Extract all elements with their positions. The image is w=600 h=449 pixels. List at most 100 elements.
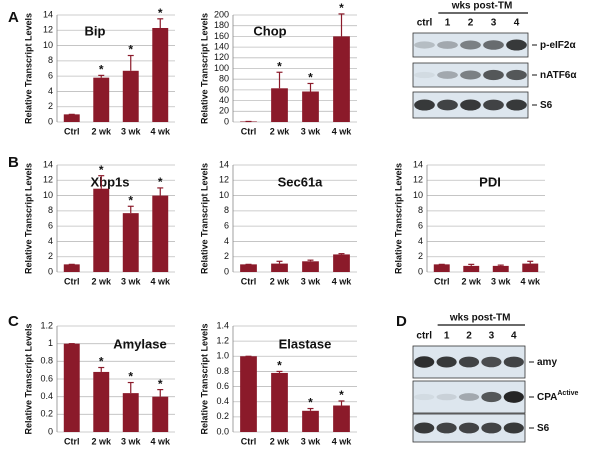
error-bar bbox=[127, 381, 134, 394]
chart-title: Elastase bbox=[279, 336, 332, 351]
bar bbox=[63, 114, 80, 122]
bar bbox=[492, 265, 509, 272]
blot-band bbox=[458, 356, 480, 368]
blot-band bbox=[414, 41, 435, 49]
bar bbox=[152, 27, 169, 122]
x-tick-label: 3 wk bbox=[491, 276, 512, 286]
y-tick-label: 4 bbox=[48, 236, 53, 246]
label-text: amy bbox=[537, 357, 557, 368]
lane-label: 3 bbox=[489, 331, 495, 342]
bar bbox=[122, 393, 139, 432]
y-tick-label: 80 bbox=[219, 74, 229, 84]
label-text: CPA bbox=[537, 392, 557, 403]
blot-band bbox=[481, 422, 502, 434]
y-tick-label: 1.2 bbox=[216, 336, 229, 346]
blot-row-label: p-eIF2α bbox=[540, 40, 576, 51]
blot-band bbox=[437, 99, 458, 111]
y-tick-label: 40 bbox=[219, 95, 229, 105]
y-tick-label: 100 bbox=[214, 63, 229, 73]
x-tick-label: 4 wk bbox=[332, 436, 353, 446]
blot-band bbox=[414, 356, 435, 368]
error-bar bbox=[497, 264, 504, 266]
error-bar bbox=[468, 263, 475, 266]
significance-star: * bbox=[158, 6, 163, 20]
y-tick-label: 0 bbox=[48, 426, 53, 436]
error-bar bbox=[157, 187, 164, 196]
y-tick-label: 180 bbox=[214, 20, 229, 30]
x-tick-label: 3 wk bbox=[301, 276, 322, 286]
y-axis-title: Relative Transcript Levels bbox=[199, 323, 209, 434]
x-tick-label: 3 wk bbox=[301, 126, 322, 136]
blot-band bbox=[414, 99, 435, 111]
y-tick-label: 0 bbox=[418, 266, 423, 276]
significance-star: * bbox=[308, 396, 313, 410]
error-bar bbox=[127, 54, 134, 71]
x-tick-label: Ctrl bbox=[64, 276, 80, 286]
lane-label: ctrl bbox=[417, 18, 433, 29]
blot-band bbox=[460, 70, 481, 80]
x-tick-label: 3 wk bbox=[121, 436, 142, 446]
error-bar bbox=[127, 205, 134, 214]
x-tick-label: Ctrl bbox=[434, 276, 450, 286]
x-tick-label: 2 wk bbox=[91, 276, 112, 286]
y-tick-label: 4 bbox=[48, 86, 53, 96]
bar bbox=[240, 356, 257, 432]
y-axis-title: Relative Transcript Levels bbox=[393, 163, 403, 274]
label-text: nATF6α bbox=[540, 70, 577, 81]
y-tick-label: 0 bbox=[224, 116, 229, 126]
blot-band bbox=[458, 422, 480, 434]
y-tick-label: 160 bbox=[214, 31, 229, 41]
error-bar bbox=[157, 389, 164, 397]
bar bbox=[122, 70, 139, 122]
error-bar bbox=[157, 18, 164, 28]
blot-band bbox=[503, 356, 524, 368]
bar bbox=[433, 264, 450, 272]
y-tick-label: 6 bbox=[48, 71, 53, 81]
y-tick-label: 6 bbox=[418, 221, 423, 231]
y-tick-label: 10 bbox=[219, 190, 229, 200]
significance-star: * bbox=[277, 59, 282, 73]
y-tick-label: 0 bbox=[48, 116, 53, 126]
x-tick-label: 4 wk bbox=[332, 126, 353, 136]
blot-band bbox=[437, 41, 458, 49]
label-text: p-eIF2α bbox=[540, 40, 576, 51]
y-tick-label: 12 bbox=[219, 175, 229, 185]
label-text: S6 bbox=[540, 100, 553, 111]
y-tick-label: 0 bbox=[224, 266, 229, 276]
label-superscript: Active bbox=[557, 390, 578, 397]
blot-band bbox=[460, 99, 481, 111]
blot-header: wks post-TM bbox=[449, 313, 511, 324]
y-tick-label: 6 bbox=[224, 221, 229, 231]
y-tick-label: 1.4 bbox=[216, 320, 229, 330]
significance-star: * bbox=[277, 359, 282, 373]
x-tick-label: 4 wk bbox=[520, 276, 541, 286]
significance-star: * bbox=[99, 63, 104, 77]
y-tick-label: 8 bbox=[48, 205, 53, 215]
error-bar bbox=[276, 71, 283, 89]
blot-row-label: S6 bbox=[537, 423, 550, 434]
bar bbox=[333, 405, 350, 432]
blot-band bbox=[436, 393, 457, 401]
blot-band bbox=[481, 356, 502, 368]
lane-label: 1 bbox=[445, 18, 451, 29]
y-tick-label: 12 bbox=[43, 175, 53, 185]
y-tick-label: 140 bbox=[214, 41, 229, 51]
x-tick-label: Ctrl bbox=[241, 126, 257, 136]
lane-label: 2 bbox=[468, 18, 474, 29]
chart-title: Amylase bbox=[113, 336, 166, 351]
blot-row-label: CPAActive bbox=[537, 390, 578, 403]
label-text: S6 bbox=[537, 423, 550, 434]
error-bar bbox=[276, 260, 283, 264]
x-tick-label: 3 wk bbox=[121, 276, 142, 286]
blot-band bbox=[506, 39, 527, 51]
y-tick-label: 1.0 bbox=[216, 351, 229, 361]
lane-label: 1 bbox=[444, 331, 450, 342]
significance-star: * bbox=[308, 71, 313, 85]
bar bbox=[302, 410, 319, 432]
y-tick-label: 12 bbox=[43, 25, 53, 35]
lane-label: 4 bbox=[511, 331, 517, 342]
error-bar bbox=[307, 407, 314, 411]
y-tick-label: 8 bbox=[418, 205, 423, 215]
y-tick-label: 0 bbox=[48, 266, 53, 276]
